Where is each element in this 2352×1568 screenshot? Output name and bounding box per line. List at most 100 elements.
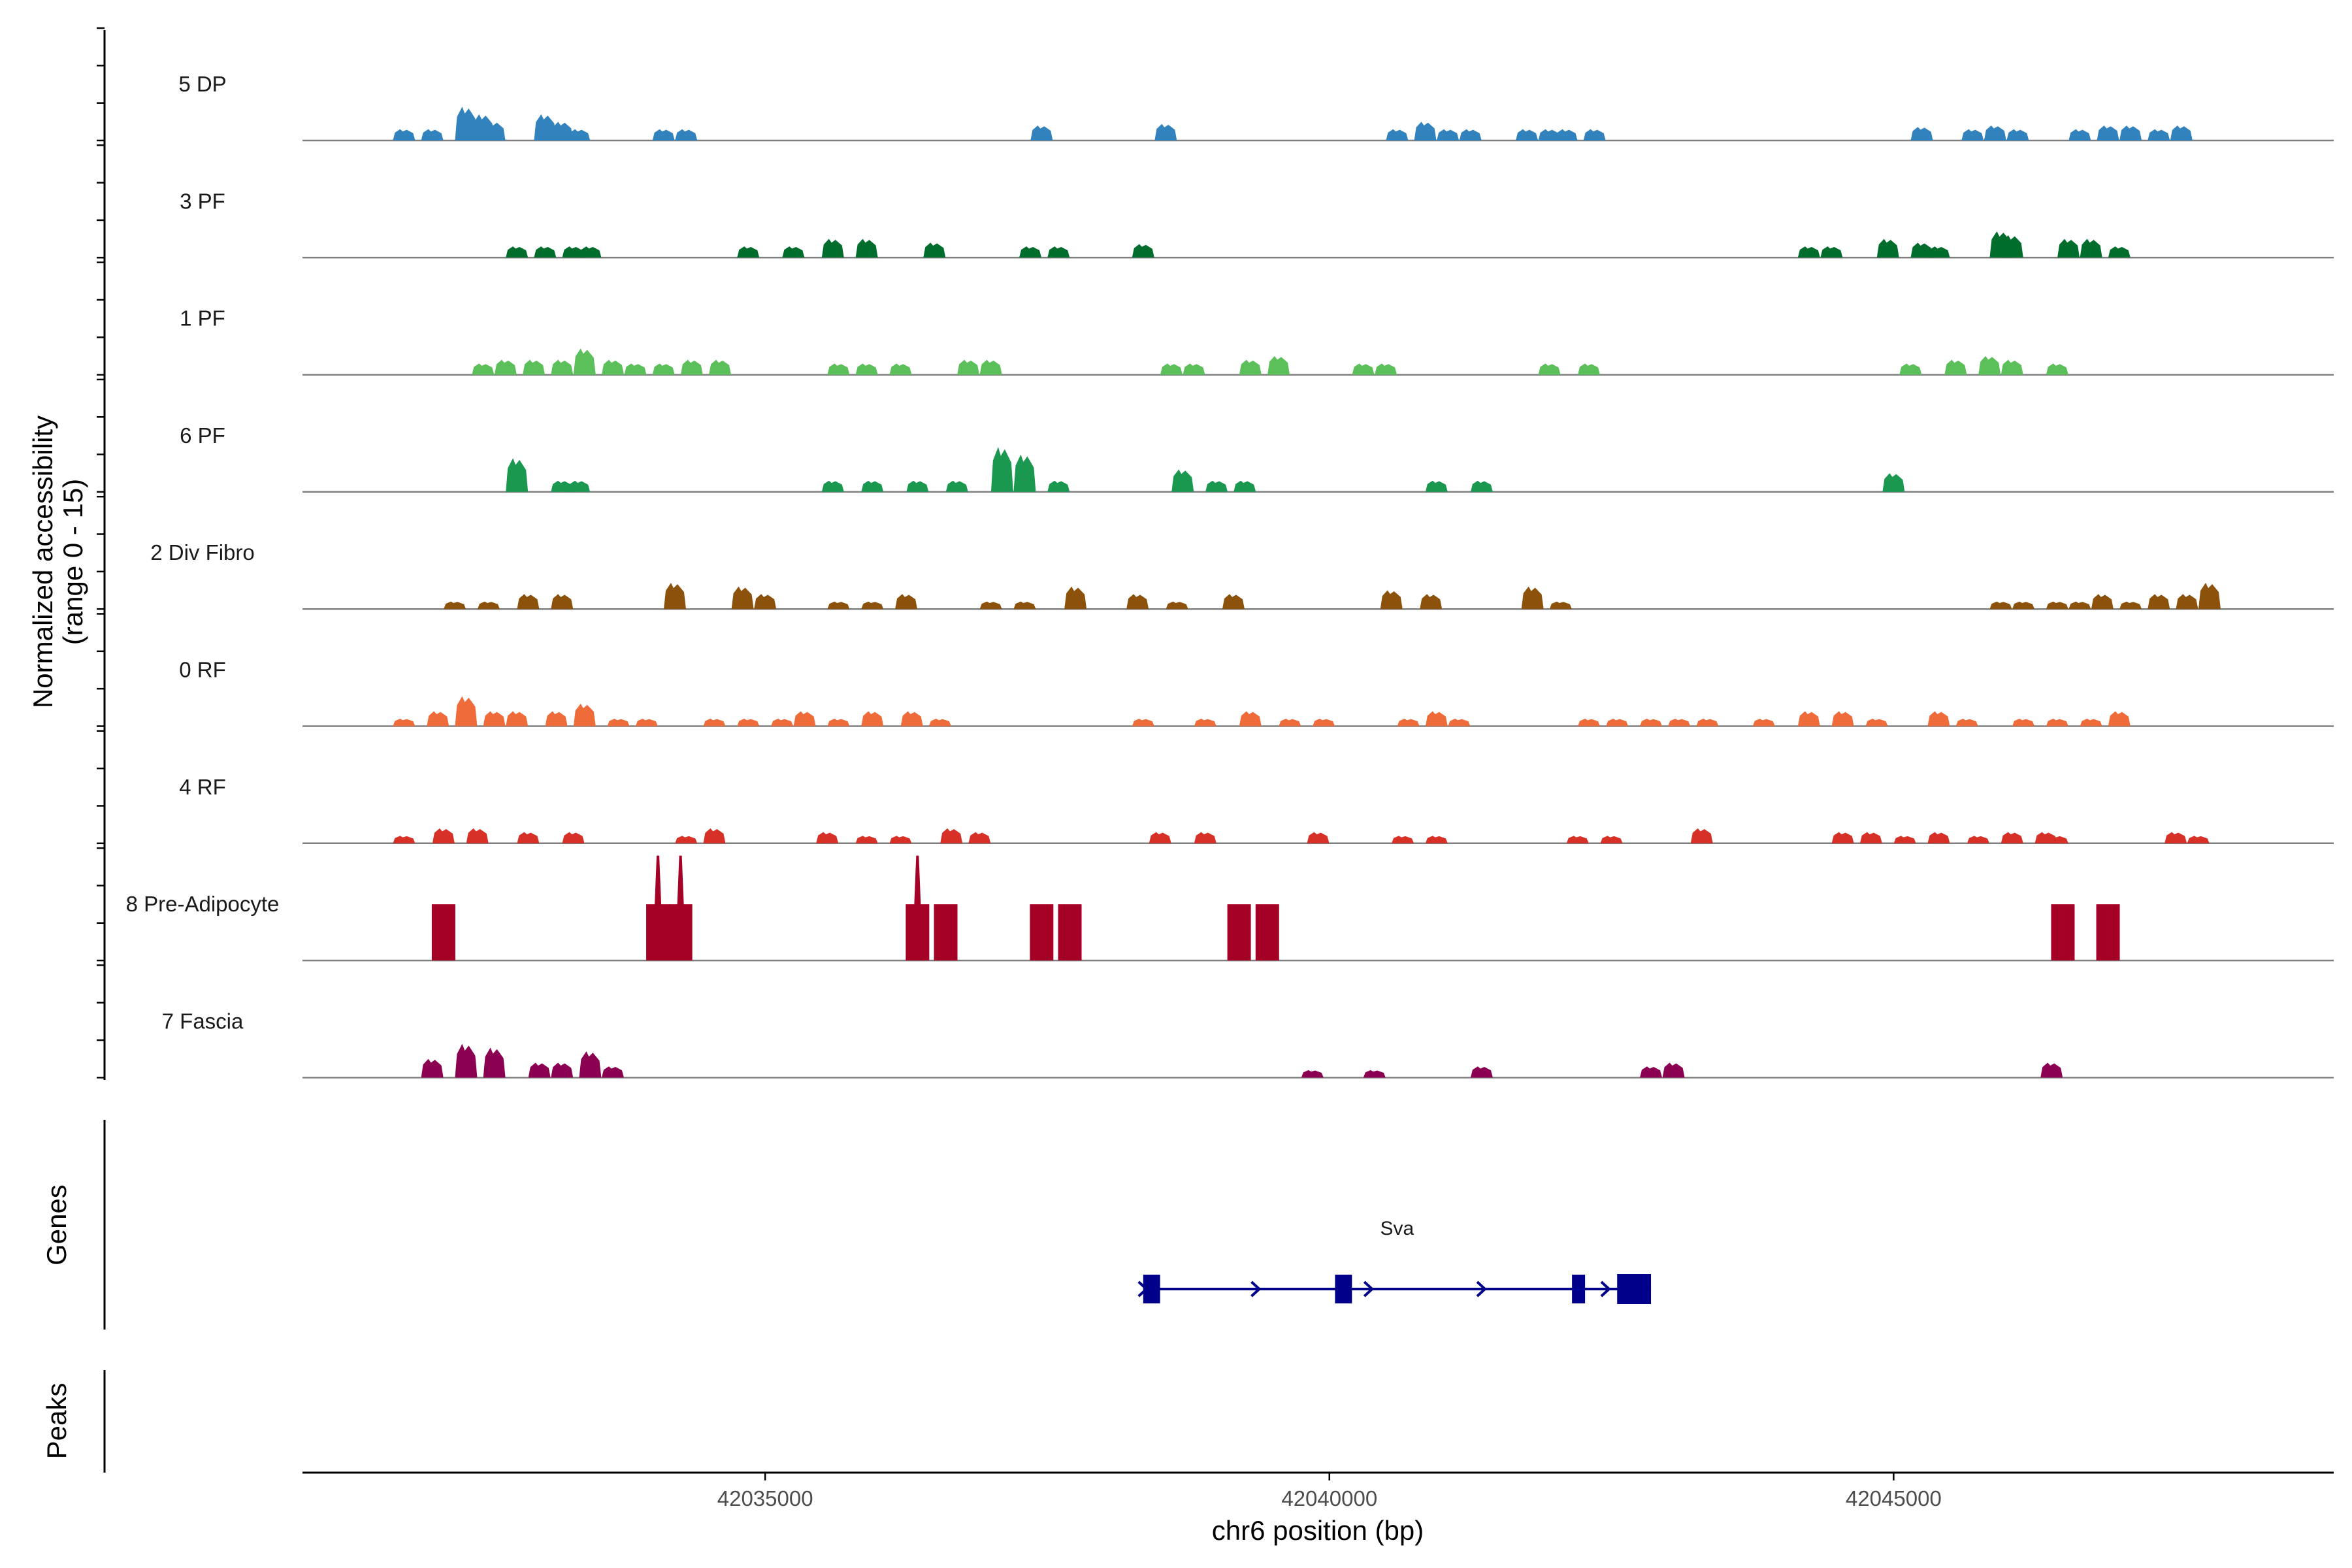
coverage-peak [1640,719,1663,727]
coverage-peak [2108,711,2131,727]
coverage-peak [528,1062,551,1078]
coverage-peak [432,828,455,843]
coverage-peak [1516,129,1539,140]
coverage-peak [1583,129,1606,140]
coverage-peak [2119,125,2142,140]
gene-exon [1335,1275,1352,1303]
coverage-peak [2001,235,2023,258]
coverage-peak [551,594,574,610]
coverage-peak [668,855,693,961]
coverage-peak [1030,904,1054,961]
coverage-peak [2051,904,2075,961]
coverage-peak [1470,1066,1493,1078]
coverage-peak [979,359,1002,375]
coverage-peak [1668,719,1691,727]
coverage-peak [1047,246,1070,258]
coverage-peak [573,348,596,375]
coverage-peak [646,855,670,961]
gene-exon [1617,1274,1652,1304]
coverage-peak [1171,469,1194,492]
coverage-peak [957,359,980,375]
coverage-peak [1448,719,1471,727]
coverage-peak [2057,238,2080,258]
coverage-peak [1882,473,1905,492]
coverage-peak [2068,601,2091,610]
coverage-peak [1459,129,1482,140]
coverage-peak [551,480,574,492]
coverage-peak [1927,246,1950,258]
coverage-peak [1239,359,1262,375]
coverage-peak [1859,832,1882,843]
coverage-peak [861,480,884,492]
coverage-peak [652,129,675,140]
coverage-peak [990,447,1013,492]
coverage-peak [1064,586,1087,610]
coverage-peak [523,359,546,375]
track-8-pre-adipocyte: 8 Pre-Adipocyte [126,855,2334,962]
coverage-peak [793,711,816,727]
coverage-peak [506,458,529,492]
coverage-peak [945,480,968,492]
x-axis-ticks: 42035000 42040000 42045000 [717,1473,1942,1511]
track-5-dp: 5 DP [178,72,2334,142]
coverage-peak [1831,711,1854,727]
coverage-peak [771,719,794,727]
coverage-peak [2040,1062,2063,1078]
track-1-pf: 1 PF [180,306,2334,376]
track-label: 1 PF [180,306,225,331]
coverage-peak [2108,246,2131,258]
coverage-peak [889,836,912,843]
coverage-peak [506,711,529,727]
coverage-peak [1989,601,2012,610]
y-axis-title: Normalized accessibility [27,416,58,708]
track-label: 8 Pre-Adipocyte [126,892,280,916]
coverage-peak [455,106,478,140]
coverage-peak [2046,601,2068,610]
coverage-peak [1752,719,1775,727]
coverage-peak [635,719,658,727]
coverage-peak [754,594,777,610]
coverage-peak [1961,129,1984,140]
coverage-peak [1013,454,1036,492]
coverage-peak [1600,836,1623,843]
peaks-panel-title: Peaks [41,1383,72,1460]
coverage-peak [928,719,951,727]
strand-arrow [1476,1281,1487,1298]
coverage-peak [737,719,760,727]
coverage-peak [731,586,754,610]
coverage-peak [517,594,540,610]
x-tick-label: 42035000 [717,1486,813,1511]
coverage-peak [568,480,591,492]
coverage-peak [1425,836,1448,843]
coverage-peak [1425,711,1448,727]
coverage-peak [737,246,760,258]
coverage-peak [483,122,506,140]
coverage-peak [906,480,929,492]
gene-exon [1572,1275,1586,1303]
coverage-peak [517,832,540,843]
coverage-peak [2012,601,2035,610]
coverage-peak [968,832,991,843]
coverage-tracks: 5 DP 3 PF 1 PF 6 PF 2 Div Fibro 0 RF 4 RF 8 Pre… [126,72,2334,1079]
coverage-peak [1927,832,1950,843]
coverage-peak [2170,125,2193,140]
coverage-peak [2046,836,2068,843]
coverage-peak [1255,904,1279,961]
coverage-peak [1578,363,1601,375]
coverage-peak [1640,1066,1663,1078]
coverage-peak [1019,246,1042,258]
coverage-peak [1154,123,1177,140]
coverage-peak [506,246,529,258]
coverage-peak [1397,719,1420,727]
coverage-peak [895,594,918,610]
coverage-peak [455,696,478,727]
coverage-peak [2046,363,2068,375]
coverage-peak [1160,363,1183,375]
track-label: 5 DP [178,72,226,96]
coverage-peak [551,359,574,375]
coverage-peak [1126,594,1149,610]
coverage-peak [494,359,517,375]
coverage-peak [1166,601,1188,610]
coverage-peak [1549,601,1572,610]
